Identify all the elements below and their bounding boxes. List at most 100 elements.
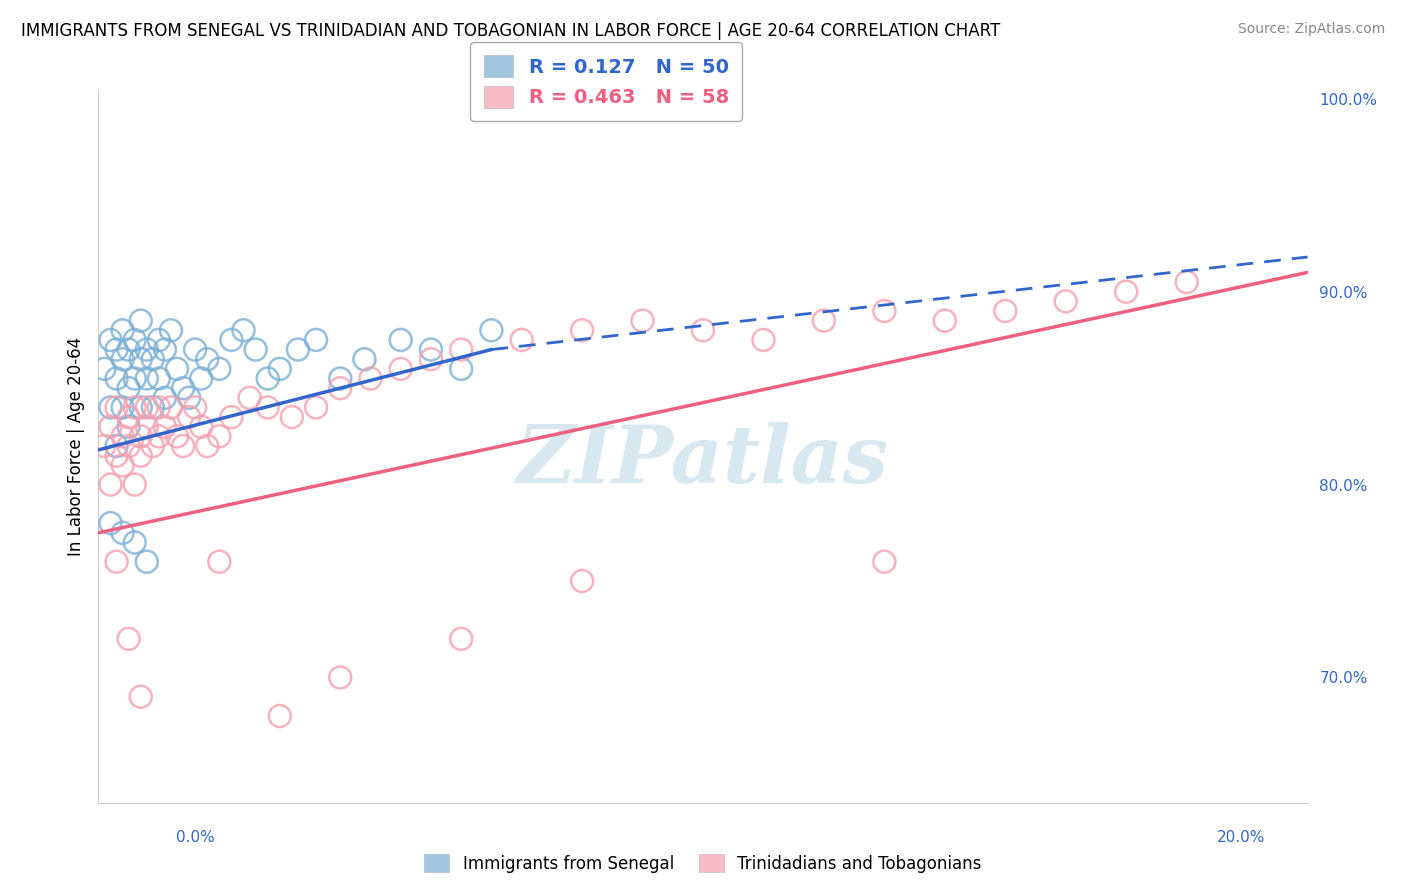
Point [148, 333, 170, 347]
Point [142, 352, 165, 367]
Point [160, 323, 183, 337]
Point [190, 371, 212, 385]
Point [153, 419, 176, 434]
Point [305, 333, 328, 347]
Point [752, 333, 775, 347]
Point [481, 323, 503, 337]
Point [873, 555, 896, 569]
Point [100, 401, 122, 415]
Point [281, 410, 304, 425]
Point [118, 381, 141, 395]
Point [221, 410, 243, 425]
Point [360, 371, 382, 385]
Point [105, 449, 128, 463]
Point [287, 343, 309, 357]
Point [124, 371, 146, 385]
Point [118, 439, 141, 453]
Point [571, 574, 593, 588]
Point [142, 401, 165, 415]
Point [420, 352, 443, 367]
Point [208, 429, 231, 443]
Text: 0.0%: 0.0% [176, 830, 215, 845]
Point [148, 371, 170, 385]
Point [329, 381, 352, 395]
Point [813, 313, 835, 327]
Point [135, 419, 157, 434]
Text: 20.0%: 20.0% [1218, 830, 1265, 845]
Point [450, 632, 472, 646]
Point [111, 352, 134, 367]
Y-axis label: In Labor Force | Age 20-64: In Labor Force | Age 20-64 [66, 336, 84, 556]
Point [239, 391, 262, 405]
Point [100, 419, 122, 434]
Point [153, 391, 176, 405]
Point [111, 525, 134, 540]
Point [124, 477, 146, 491]
Point [160, 401, 183, 415]
Point [1175, 275, 1198, 289]
Point [184, 401, 207, 415]
Point [129, 690, 152, 704]
Legend: Immigrants from Senegal, Trinidadians and Tobagonians: Immigrants from Senegal, Trinidadians an… [418, 847, 988, 880]
Point [153, 343, 176, 357]
Point [135, 401, 157, 415]
Point [269, 709, 291, 723]
Point [190, 419, 212, 434]
Point [166, 429, 188, 443]
Point [129, 449, 152, 463]
Point [118, 632, 141, 646]
Point [93, 439, 115, 453]
Point [873, 304, 896, 318]
Point [389, 362, 412, 376]
Point [994, 304, 1017, 318]
Point [111, 401, 134, 415]
Point [118, 419, 141, 434]
Text: IMMIGRANTS FROM SENEGAL VS TRINIDADIAN AND TOBAGONIAN IN LABOR FORCE | AGE 20-64: IMMIGRANTS FROM SENEGAL VS TRINIDADIAN A… [21, 22, 1000, 40]
Point [256, 401, 278, 415]
Point [135, 343, 157, 357]
Point [420, 343, 443, 357]
Point [93, 362, 115, 376]
Point [129, 313, 152, 327]
Point [111, 323, 134, 337]
Point [100, 333, 122, 347]
Point [118, 343, 141, 357]
Point [105, 439, 128, 453]
Point [1054, 294, 1077, 309]
Point [269, 362, 291, 376]
Point [510, 333, 533, 347]
Point [208, 362, 231, 376]
Point [166, 362, 188, 376]
Point [450, 343, 472, 357]
Point [305, 401, 328, 415]
Point [208, 555, 231, 569]
Point [105, 401, 128, 415]
Point [111, 429, 134, 443]
Point [172, 381, 194, 395]
Point [105, 371, 128, 385]
Point [329, 670, 352, 684]
Point [329, 371, 352, 385]
Point [353, 352, 375, 367]
Point [172, 439, 194, 453]
Point [195, 439, 218, 453]
Point [221, 333, 243, 347]
Legend: R = 0.127   N = 50, R = 0.463   N = 58: R = 0.127 N = 50, R = 0.463 N = 58 [470, 42, 742, 121]
Point [135, 371, 157, 385]
Point [135, 555, 157, 569]
Point [118, 410, 141, 425]
Point [232, 323, 254, 337]
Point [100, 477, 122, 491]
Point [245, 343, 267, 357]
Point [148, 429, 170, 443]
Point [692, 323, 714, 337]
Point [142, 439, 165, 453]
Point [450, 362, 472, 376]
Point [1115, 285, 1137, 299]
Point [571, 323, 593, 337]
Point [100, 516, 122, 530]
Point [256, 371, 278, 385]
Point [631, 313, 654, 327]
Text: ZIPatlas: ZIPatlas [517, 422, 889, 499]
Point [179, 410, 201, 425]
